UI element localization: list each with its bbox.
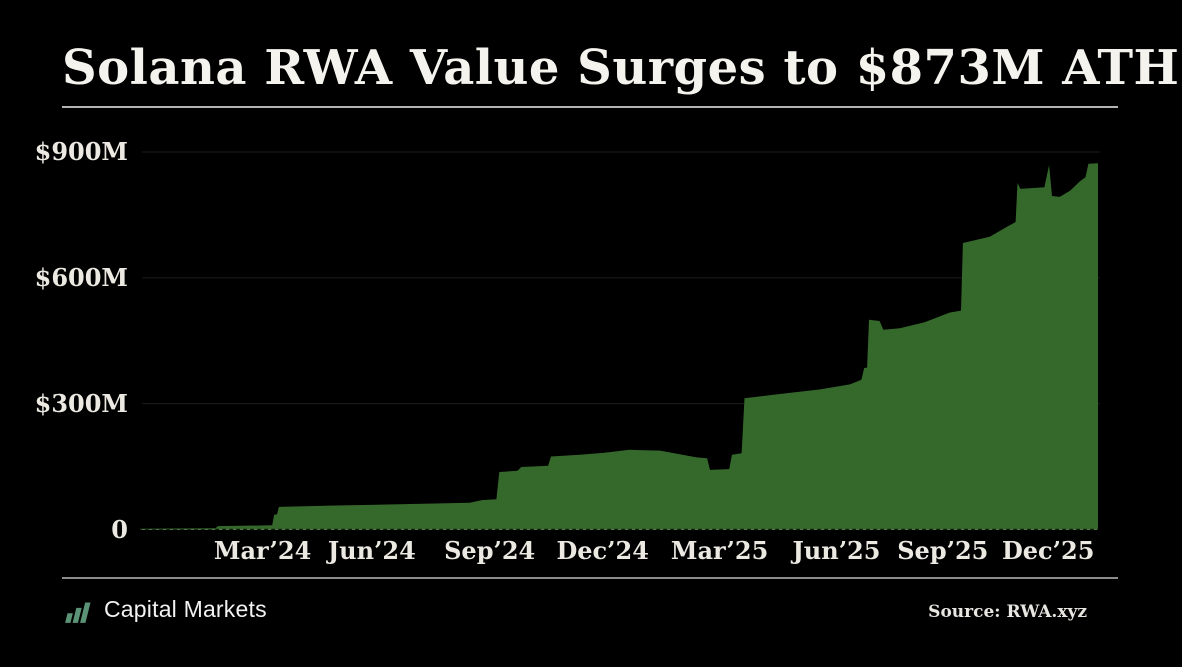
x-tick-label: Dec’25	[1001, 536, 1095, 565]
footer-divider	[62, 577, 1118, 579]
x-tick-label: Mar’25	[670, 536, 769, 565]
x-tick-label: Jun’24	[327, 536, 416, 565]
x-tick-label: Mar’24	[213, 536, 312, 565]
brand-label: Capital Markets	[104, 596, 267, 622]
y-tick-label: $900M	[34, 137, 128, 166]
area-series	[140, 163, 1098, 530]
x-tick-label: Sep’24	[444, 536, 536, 565]
x-tick-label: Dec’24	[556, 536, 649, 565]
y-tick-label: $300M	[34, 388, 128, 418]
y-tick-label: 0	[111, 514, 128, 544]
x-tick-label: Jun’25	[792, 536, 881, 565]
y-tick-label: $600M	[34, 262, 128, 292]
brand: Capital Markets	[64, 596, 267, 623]
source-label: Source: RWA.xyz	[928, 602, 1087, 622]
bar-chart-icon	[65, 602, 91, 623]
x-tick-label: Sep’25	[897, 536, 989, 565]
chart-title: Solana RWA Value Surges to $873M ATH	[62, 40, 1180, 96]
footer: Capital Markets Source: RWA.xyz	[0, 592, 1182, 637]
title-divider	[62, 106, 1118, 108]
